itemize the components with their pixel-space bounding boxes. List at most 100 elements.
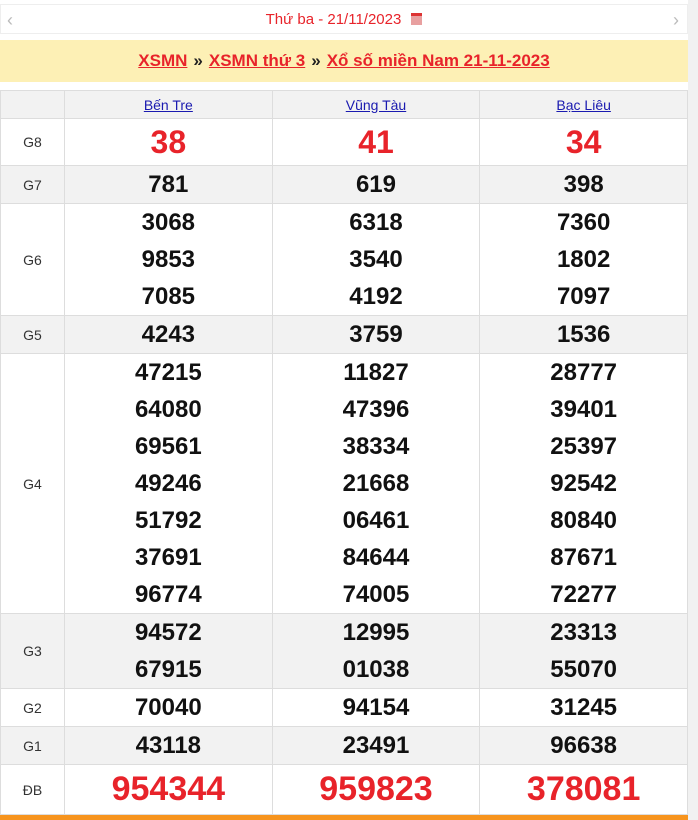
- prize-number: 41: [358, 124, 394, 160]
- prize-number: 47215: [134, 359, 202, 386]
- prize-cell: 781: [64, 165, 273, 204]
- prize-number: 70040: [134, 694, 202, 721]
- prize-label: ĐB: [0, 764, 65, 815]
- date-label: 21/11/2023: [327, 10, 402, 28]
- prize-row-g8: G8 38 41 34: [0, 118, 688, 166]
- prize-row-g2: G2 70040 94154 31245: [0, 688, 688, 727]
- prize-number: 954344: [111, 770, 226, 808]
- prize-number: 94154: [342, 694, 410, 721]
- province-header: Bến Tre: [64, 90, 273, 119]
- prize-number: 959823: [319, 770, 433, 808]
- prize-number: 378081: [526, 770, 641, 808]
- results-table: Bến Tre Vũng Tàu Bạc Liêu G8 38 41 34 G7 781 6…: [0, 90, 688, 815]
- prize-cell: 34: [479, 118, 688, 166]
- prize-number: 92542: [550, 470, 618, 497]
- prize-number: 7360: [556, 209, 611, 236]
- calendar-icon[interactable]: [411, 13, 423, 25]
- prize-cell: 378081: [479, 764, 688, 815]
- prize-number: 80840: [550, 507, 618, 534]
- prize-cell: 31245: [479, 688, 688, 727]
- prize-cell: 7360 1802 7097: [479, 203, 688, 316]
- prize-number: 69561: [134, 433, 202, 460]
- prize-number: 38: [150, 124, 187, 160]
- prize-number: 9853: [141, 246, 196, 273]
- prize-label: G3: [0, 613, 65, 689]
- prize-cell: 954344: [64, 764, 273, 815]
- prize-row-g6: G6 3068 9853 7085 6318 3540 4192 7360 1802 7097: [0, 203, 688, 316]
- prize-number: 25397: [550, 433, 618, 460]
- prize-number: 7097: [556, 283, 611, 310]
- prize-label: G4: [0, 353, 65, 614]
- prize-cell: 959823: [271, 764, 481, 815]
- province-header: Vũng Tàu: [271, 90, 481, 119]
- prize-number: 28777: [550, 359, 618, 386]
- prize-number: 96774: [134, 581, 202, 608]
- prize-cell: 41: [271, 118, 481, 166]
- province-link[interactable]: Vũng Tàu: [345, 96, 407, 113]
- prize-number: 21668: [342, 470, 410, 497]
- prize-number: 51792: [134, 507, 202, 534]
- prize-number: 72277: [550, 581, 618, 608]
- province-link[interactable]: Bạc Liêu: [556, 96, 611, 113]
- prize-cell: 28777 39401 25397 92542 80840 87671 72277: [479, 353, 688, 614]
- province-header: Bạc Liêu: [479, 90, 688, 119]
- prize-cell: 11827 47396 38334 21668 06461 84644 74005: [271, 353, 481, 614]
- prize-cell: 619: [271, 165, 481, 204]
- prev-day-button[interactable]: ‹: [7, 10, 13, 30]
- prize-cell: 6318 3540 4192: [271, 203, 481, 316]
- prize-cell: 398: [479, 165, 688, 204]
- prize-row-g4: G4 47215 64080 69561 49246 51792 37691 96774 118…: [0, 353, 688, 614]
- scrollbar[interactable]: [688, 0, 698, 820]
- prize-number: 4192: [349, 283, 403, 310]
- prize-number: 47396: [342, 396, 410, 423]
- prize-number: 64080: [134, 396, 202, 423]
- prize-number: 781: [148, 171, 189, 198]
- breadcrumb-xsmn-thu3[interactable]: XSMN thứ 3: [208, 51, 306, 70]
- prize-cell: 4243: [64, 315, 273, 354]
- breadcrumb-current[interactable]: Xổ số miền Nam 21-11-2023: [326, 51, 550, 70]
- prize-number: 3068: [141, 209, 196, 236]
- prize-number: 12995: [342, 619, 410, 646]
- prize-number: 6318: [349, 209, 403, 236]
- prize-label: G2: [0, 688, 65, 727]
- prize-number: 74005: [342, 581, 410, 608]
- prize-cell: 12995 01038: [271, 613, 481, 689]
- prize-label: G5: [0, 315, 65, 354]
- prize-cell: 47215 64080 69561 49246 51792 37691 96774: [64, 353, 273, 614]
- prize-cell: 3759: [271, 315, 481, 354]
- prize-cell: 43118: [64, 726, 273, 765]
- prize-number: 39401: [550, 396, 618, 423]
- prize-cell: 23491: [271, 726, 481, 765]
- prize-cell: 38: [64, 118, 273, 166]
- footer-bar: [0, 815, 688, 820]
- prize-cell: 23313 55070: [479, 613, 688, 689]
- prize-cell: 1536: [479, 315, 688, 354]
- prize-number: 619: [355, 171, 396, 198]
- prize-row-đb: ĐB 954344 959823 378081: [0, 764, 688, 815]
- next-day-button[interactable]: ›: [673, 10, 679, 30]
- breadcrumb-separator: »: [193, 51, 203, 70]
- weekday: Thứ ba -: [265, 10, 324, 28]
- prize-number: 94572: [134, 619, 202, 646]
- prize-number: 3759: [349, 321, 403, 348]
- prize-number: 38334: [342, 433, 410, 460]
- prize-label: G6: [0, 203, 65, 316]
- prize-number: 31245: [550, 694, 618, 721]
- prize-number: 7085: [141, 283, 196, 310]
- prize-number: 3540: [349, 246, 403, 273]
- prize-cell: 70040: [64, 688, 273, 727]
- prize-cell: 94572 67915: [64, 613, 273, 689]
- prize-number: 96638: [550, 732, 618, 759]
- prize-cell: 94154: [271, 688, 481, 727]
- breadcrumb-xsmn[interactable]: XSMN: [138, 51, 188, 70]
- prize-number: 1802: [556, 246, 611, 273]
- province-link[interactable]: Bến Tre: [143, 96, 193, 113]
- prize-cell: 96638: [479, 726, 688, 765]
- prize-number: 37691: [134, 544, 202, 571]
- date-bar: ‹ Thứ ba - 21/11/2023 ›: [0, 4, 688, 34]
- prize-number: 398: [563, 171, 604, 198]
- prize-row-g1: G1 43118 23491 96638: [0, 726, 688, 765]
- prize-number: 43118: [135, 732, 202, 759]
- prize-number: 23491: [342, 732, 410, 759]
- prize-number: 1536: [556, 321, 611, 348]
